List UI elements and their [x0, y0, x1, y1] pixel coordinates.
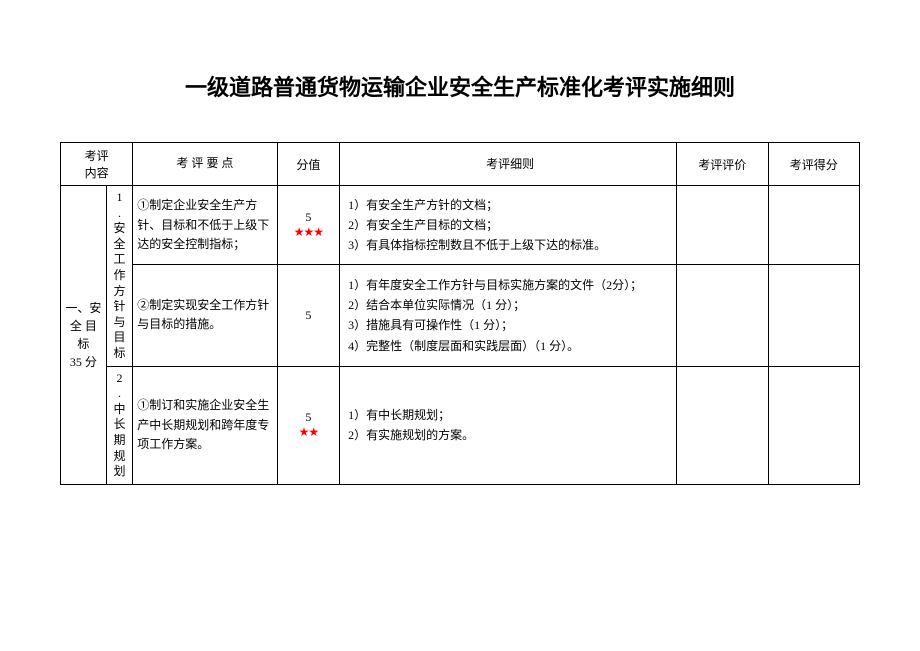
stars-icon: ★★★: [282, 225, 336, 240]
header-detail: 考评细则: [340, 143, 677, 186]
score-value: 5: [282, 308, 336, 323]
header-category: 考评 内容: [61, 143, 133, 186]
detail-cell: 1）有中长期规划； 2）有实施规划的方案。: [340, 366, 677, 484]
points-cell: ①制订和实施企业安全生产中长期规划和跨年度专项工作方案。: [133, 366, 277, 484]
table-header-row: 考评 内容 考 评 要 点 分值 考评细则 考评评价 考评得分: [61, 143, 860, 186]
header-score: 分值: [277, 143, 340, 186]
stars-icon: ★★: [282, 425, 336, 440]
detail-cell: 1）有年度安全工作方针与目标实施方案的文件（2分）； 2）结合本单位实际情况（1…: [340, 265, 677, 366]
score-value: 5: [282, 210, 336, 225]
header-result: 考评得分: [768, 143, 860, 186]
table-row: 一、安 全 目 标 35 分 1 . 安 全 工 作 方 针 与 目 标 ①制定…: [61, 186, 860, 265]
points-cell: ②制定实现安全工作方针与目标的措施。: [133, 265, 277, 366]
score-value: 5: [282, 410, 336, 425]
result-cell: [768, 186, 860, 265]
score-cell: 5: [277, 265, 340, 366]
table-row: ②制定实现安全工作方针与目标的措施。 5 1）有年度安全工作方针与目标实施方案的…: [61, 265, 860, 366]
score-cell: 5 ★★: [277, 366, 340, 484]
header-evaluation: 考评评价: [677, 143, 768, 186]
page-title: 一级道路普通货物运输企业安全生产标准化考评实施细则: [60, 70, 860, 102]
result-cell: [768, 265, 860, 366]
eval-cell: [677, 186, 768, 265]
table-row: 2 . 中 长 期 规 划 ①制订和实施企业安全生产中长期规划和跨年度专项工作方…: [61, 366, 860, 484]
eval-cell: [677, 265, 768, 366]
evaluation-table: 考评 内容 考 评 要 点 分值 考评细则 考评评价 考评得分 一、安 全 目 …: [60, 142, 860, 485]
subcategory-cell-2: 2 . 中 长 期 规 划: [106, 366, 132, 484]
score-cell: 5 ★★★: [277, 186, 340, 265]
header-points: 考 评 要 点: [133, 143, 277, 186]
result-cell: [768, 366, 860, 484]
category-cell: 一、安 全 目 标 35 分: [61, 186, 107, 485]
detail-cell: 1）有安全生产方针的文档； 2）有安全生产目标的文档； 3）有具体指标控制数且不…: [340, 186, 677, 265]
eval-cell: [677, 366, 768, 484]
subcategory-cell-1: 1 . 安 全 工 作 方 针 与 目 标: [106, 186, 132, 367]
points-cell: ①制定企业安全生产方针、目标和不低于上级下达的安全控制指标；: [133, 186, 277, 265]
